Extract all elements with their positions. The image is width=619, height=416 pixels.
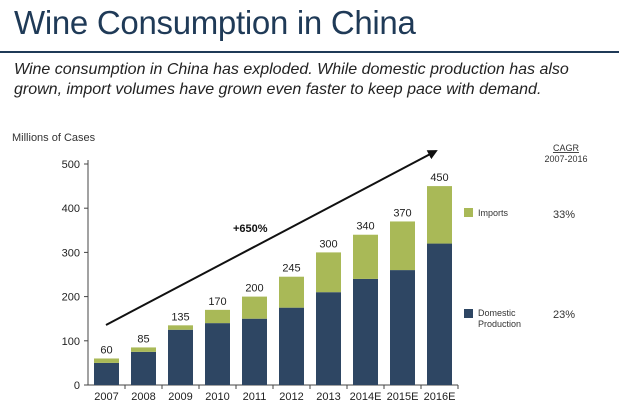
bar-domestic-2012 — [279, 307, 304, 385]
y-tick-label: 300 — [62, 247, 80, 259]
bar-domestic-2015E — [390, 270, 415, 385]
bar-imports-2010 — [205, 309, 230, 324]
x-tick-label-2013: 2013 — [316, 391, 340, 403]
bar-domestic-2011 — [242, 318, 267, 385]
x-tick-label-2012: 2012 — [279, 391, 303, 403]
title-divider — [0, 51, 619, 53]
bar-domestic-2009 — [168, 329, 193, 385]
bar-domestic-2008 — [131, 351, 156, 385]
bar-imports-2008 — [131, 347, 156, 352]
bar-imports-2011 — [242, 296, 267, 319]
total-label-2009: 135 — [171, 311, 189, 323]
bar-imports-2014E — [353, 234, 378, 279]
y-tick-label: 0 — [74, 380, 80, 392]
bar-imports-2012 — [279, 276, 304, 308]
y-tick-label: 500 — [62, 159, 80, 171]
cagr-period: 2007-2016 — [544, 154, 587, 164]
bar-domestic-2007 — [94, 362, 119, 385]
bar-domestic-2010 — [205, 323, 230, 385]
x-tick-label-2015E: 2015E — [387, 391, 419, 403]
bar-imports-2007 — [94, 358, 119, 363]
page-subtitle: Wine consumption in China has exploded. … — [14, 61, 569, 98]
x-tick-label-2014E: 2014E — [350, 391, 382, 403]
total-label-2012: 245 — [282, 263, 300, 275]
bar-domestic-2014E — [353, 278, 378, 385]
total-label-2015E: 370 — [393, 207, 411, 219]
bar-domestic-2016E — [427, 243, 452, 385]
bar-imports-2016E — [427, 186, 452, 244]
bar-imports-2013 — [316, 252, 341, 293]
x-tick-label-2009: 2009 — [168, 391, 192, 403]
x-tick-label-2011: 2011 — [243, 391, 267, 403]
cagr-imports: 33% — [553, 209, 575, 221]
growth-arrow — [105, 150, 438, 326]
legend-label-domestic-line2: Production — [478, 319, 521, 329]
total-label-2007: 60 — [100, 344, 112, 356]
bar-imports-2009 — [168, 325, 193, 330]
total-label-2010: 170 — [208, 296, 226, 308]
legend-label-domestic-line1: Domestic — [478, 308, 516, 318]
bar-domestic-2013 — [316, 292, 341, 385]
legend-swatch-domestic — [464, 309, 473, 318]
total-label-2016E: 450 — [430, 172, 448, 184]
x-tick-label-2010: 2010 — [205, 391, 229, 403]
bar-imports-2015E — [390, 221, 415, 271]
x-tick-label-2016E: 2016E — [424, 391, 456, 403]
y-tick-label: 400 — [62, 203, 80, 215]
y-tick-label: 100 — [62, 336, 80, 348]
total-label-2008: 85 — [137, 333, 149, 345]
x-tick-label-2008: 2008 — [131, 391, 155, 403]
y-tick-label: 200 — [62, 292, 80, 304]
page-title: Wine Consumption in China — [14, 4, 416, 41]
y-axis-label: Millions of Cases — [12, 132, 96, 144]
cagr-domestic: 23% — [553, 309, 575, 321]
cagr-header: CAGR — [553, 143, 580, 153]
x-tick-label-2007: 2007 — [94, 391, 118, 403]
legend-label-imports: Imports — [478, 208, 509, 218]
total-label-2013: 300 — [319, 238, 337, 250]
legend-swatch-imports — [464, 208, 473, 217]
growth-annotation: +650% — [233, 223, 268, 235]
total-label-2011: 200 — [245, 283, 263, 295]
total-label-2014E: 340 — [356, 221, 374, 233]
